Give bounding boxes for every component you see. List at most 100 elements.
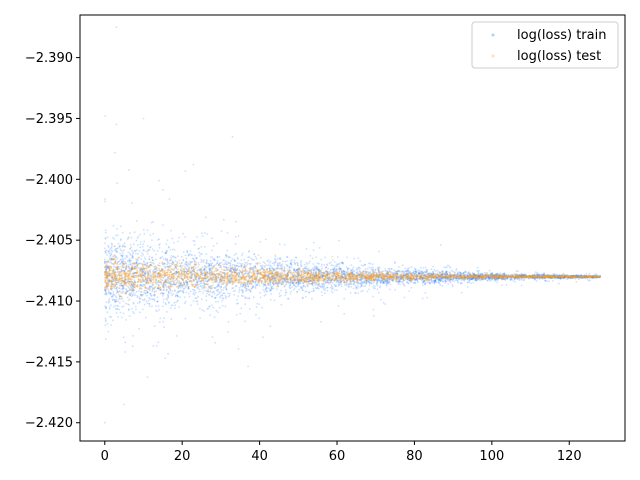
scatter-point <box>284 260 287 263</box>
scatter-point <box>280 276 283 279</box>
scatter-point <box>472 272 474 275</box>
scatter-point <box>106 311 109 314</box>
scatter-point <box>199 307 201 310</box>
scatter-point <box>153 299 156 302</box>
scatter-point <box>464 270 466 273</box>
scatter-point <box>360 264 363 266</box>
scatter-point <box>371 272 374 275</box>
scatter-point <box>234 289 237 292</box>
scatter-point <box>161 279 164 282</box>
scatter-point <box>368 288 370 291</box>
scatter-point <box>255 313 257 316</box>
scatter-point <box>320 320 322 323</box>
scatter-point <box>139 311 141 314</box>
scatter-point <box>379 271 381 273</box>
scatter-point <box>148 258 151 261</box>
scatter-point <box>257 271 259 274</box>
scatter-point <box>269 288 272 291</box>
scatter-point <box>147 288 150 291</box>
scatter-point <box>217 284 220 286</box>
scatter-point <box>550 275 553 278</box>
scatter-point <box>332 274 334 277</box>
scatter-point <box>367 273 369 276</box>
scatter-point <box>451 279 454 282</box>
scatter-point <box>177 240 179 243</box>
scatter-point <box>240 263 243 266</box>
scatter-point <box>113 151 116 154</box>
scatter-point <box>245 289 248 291</box>
scatter-point <box>144 316 147 319</box>
scatter-point <box>108 252 111 255</box>
scatter-point <box>218 255 221 258</box>
scatter-point <box>205 299 208 302</box>
scatter-point <box>130 246 133 249</box>
scatter-point <box>226 249 229 252</box>
scatter-point <box>498 274 500 277</box>
scatter-point <box>534 271 537 274</box>
scatter-point <box>105 301 108 303</box>
scatter-point <box>481 272 484 275</box>
scatter-point <box>108 307 111 310</box>
scatter-point <box>206 280 209 283</box>
scatter-point <box>111 319 114 322</box>
scatter-point <box>125 263 128 265</box>
scatter-point <box>132 302 135 305</box>
scatter-point <box>504 279 507 281</box>
scatter-point <box>312 281 314 284</box>
scatter-point <box>292 279 295 282</box>
scatter-point <box>205 262 208 265</box>
scatter-point <box>387 267 390 270</box>
scatter-point <box>133 312 136 315</box>
scatter-point <box>104 198 107 201</box>
scatter-point <box>205 259 208 261</box>
scatter-point <box>211 304 213 307</box>
scatter-point <box>300 276 303 279</box>
scatter-point <box>122 290 124 293</box>
scatter-point <box>121 231 124 234</box>
scatter-point <box>119 245 121 248</box>
scatter-point <box>122 305 125 308</box>
scatter-point <box>152 298 154 301</box>
scatter-point <box>438 275 441 278</box>
scatter-point <box>205 295 208 298</box>
scatter-point <box>293 287 296 290</box>
scatter-point <box>273 262 275 264</box>
scatter-point <box>112 224 115 227</box>
scatter-point <box>183 296 186 299</box>
scatter-point <box>146 302 149 304</box>
scatter-point <box>258 317 260 320</box>
scatter-point <box>491 271 494 274</box>
scatter-point <box>231 287 234 290</box>
scatter-point <box>542 275 545 278</box>
scatter-point <box>163 317 165 320</box>
scatter-point <box>475 274 478 277</box>
scatter-point <box>376 284 379 287</box>
scatter-point <box>167 294 170 297</box>
scatter-point <box>373 280 376 282</box>
scatter-point <box>335 285 337 288</box>
scatter-point <box>350 269 353 271</box>
scatter-point <box>365 281 367 283</box>
scatter-point <box>330 290 333 292</box>
scatter-point <box>303 279 306 282</box>
scatter-point <box>207 307 210 310</box>
scatter-point <box>289 287 292 290</box>
scatter-point <box>233 259 236 262</box>
scatter-point <box>541 276 544 279</box>
scatter-point <box>368 262 370 265</box>
scatter-point <box>467 281 469 284</box>
scatter-point <box>581 275 584 278</box>
scatter-point <box>455 269 457 272</box>
scatter-point <box>151 248 154 251</box>
scatter-point <box>198 269 201 272</box>
scatter-point <box>147 299 150 302</box>
scatter-point <box>219 297 221 299</box>
scatter-point <box>538 273 540 276</box>
scatter-point <box>265 287 268 290</box>
scatter-point <box>340 272 343 275</box>
scatter-point <box>133 275 135 278</box>
scatter-point <box>408 279 411 282</box>
scatter-point <box>350 264 353 266</box>
scatter-point <box>313 271 315 273</box>
scatter-point <box>358 266 361 269</box>
